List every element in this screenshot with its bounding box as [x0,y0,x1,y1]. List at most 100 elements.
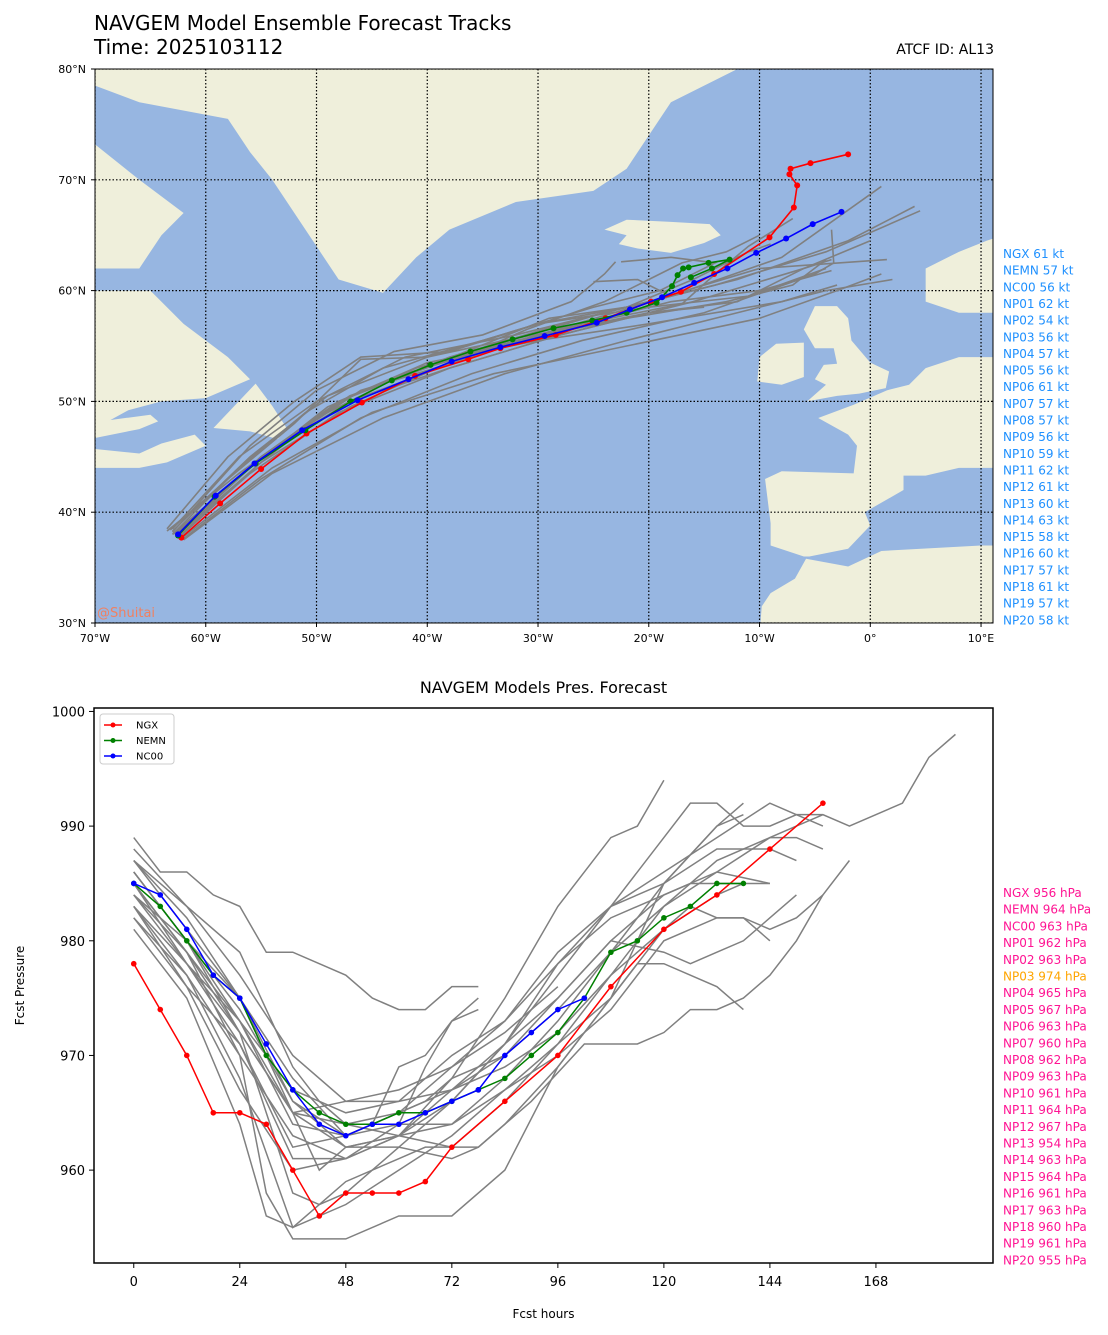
track-point-nc00 [497,344,504,351]
pressure-point-ngx [820,800,826,806]
max-wind-label: NP18 61 kt [1003,580,1069,594]
legend-marker [110,753,116,759]
watermark: @Shuitai [97,606,155,621]
lon-tick-label: 0° [864,632,877,645]
ensemble-pressure-np06 [133,860,851,1229]
pressure-line-ngx [133,802,824,1218]
pressure-point-nemn [316,1109,323,1116]
pressure-point-nc00 [130,880,137,887]
min-pressure-label: NP20 955 hPa [1003,1253,1087,1267]
track-point-nc00 [405,376,412,383]
pressure-point-nc00 [316,1121,323,1128]
x-tick-label: 96 [550,1275,567,1290]
min-pressure-label: NP14 963 hPa [1003,1153,1087,1167]
ensemble-pressure-np16 [133,871,744,1160]
land-ireland [757,342,804,385]
atcf-id: ATCF ID: AL13 [896,42,994,58]
lon-tick-label: 10°E [968,632,994,645]
pressure-point-nc00 [289,1087,296,1093]
lon-tick-label: 50°W [301,632,331,645]
track-point-nemn [550,325,557,332]
max-wind-label: NP08 57 kt [1003,414,1069,428]
min-pressure-label: NP16 961 hPa [1003,1187,1087,1201]
pressure-point-nc00 [396,1121,402,1128]
pressure-point-nemn [396,1109,402,1116]
lat-tick-label: 70°N [58,174,86,187]
land-gaspe [95,414,159,438]
track-point-nc00 [783,235,790,242]
track-point-nc00 [251,460,258,467]
land-novascotia [95,434,206,468]
max-wind-label: NP15 58 kt [1003,530,1069,544]
pressure-point-nemn [714,880,720,887]
land-africa [760,545,993,623]
max-wind-label: NP11 62 kt [1003,463,1069,477]
y-axis-label: Fcst Pressure [13,946,27,1026]
y-tick-label: 960 [60,1164,85,1179]
ensemble-pressure-np20 [133,813,824,1160]
min-pressure-label: NP09 963 hPa [1003,1070,1087,1084]
pressure-point-nemn [608,949,614,956]
land-newfoundland [213,383,287,440]
pressure-chart-title: NAVGEM Models Pres. Forecast [420,678,667,697]
max-wind-label: NP13 60 kt [1003,497,1069,511]
min-pressure-label: NP06 963 hPa [1003,1020,1087,1034]
track-point-nc00 [593,319,600,326]
pressure-point-ngx [767,846,773,852]
pressure-point-ngx [130,960,137,967]
lon-tick-label: 20°W [634,632,664,645]
ensemble-track-np10 [183,273,882,538]
y-tick-label: 1000 [52,705,85,720]
track-point-nc00 [299,427,306,434]
pressure-point-nemn [555,1029,561,1036]
ensemble-pressure-np09 [133,882,770,1114]
pressure-point-nc00 [157,892,164,898]
land-europe [765,357,993,557]
pressure-point-ngx [555,1052,561,1059]
lon-tick-label: 30°W [523,632,553,645]
pressure-point-nc00 [449,1098,455,1105]
pressure-point-nc00 [422,1109,429,1116]
track-point-nemn [589,317,596,324]
pressure-point-nemn [634,937,641,944]
pressure-point-ngx [343,1190,349,1196]
min-pressure-label: NP04 965 hPa [1003,986,1087,1000]
min-pressure-label: NP01 962 hPa [1003,936,1087,950]
pressure-point-nc00 [263,1041,270,1047]
pressure-point-ngx [661,926,667,933]
track-point-ngx [787,165,794,172]
track-point-ngx [766,234,773,241]
track-point-nc00 [175,531,182,538]
lon-tick-label: 70°W [80,632,110,645]
min-pressure-label: NP02 963 hPa [1003,953,1087,967]
lon-tick-label: 60°W [191,632,221,645]
x-tick-label: 0 [130,1275,138,1290]
max-wind-label: NP20 58 kt [1003,613,1069,627]
ensemble-pressure-np18 [133,905,559,1114]
min-pressure-label: NP12 967 hPa [1003,1120,1087,1134]
min-pressure-label: NC00 963 hPa [1003,919,1088,933]
max-wind-label: NP05 56 kt [1003,364,1069,378]
pressure-point-nc00 [502,1052,508,1059]
track-point-nemn [687,274,694,281]
max-wind-label: NEMN 57 kt [1003,264,1074,278]
track-point-nemn [388,377,395,384]
track-point-nemn [653,299,660,306]
max-wind-label: NP14 63 kt [1003,513,1069,527]
pressure-point-ngx [422,1178,429,1185]
pressure-point-nc00 [236,995,243,1001]
pressure-point-ngx [289,1167,296,1173]
ensemble-track-np15 [183,278,893,541]
max-wind-label: NP06 61 kt [1003,380,1069,394]
pressure-point-ngx [316,1213,323,1219]
pressure-point-nemn [740,880,747,887]
ensemble-track-np19 [169,306,705,531]
legend-marker [110,722,116,728]
pressure-point-ngx [714,892,720,898]
pressure-point-nc00 [210,972,217,978]
pressure-point-ngx [396,1190,402,1196]
ensemble-track-np05 [183,229,835,540]
max-wind-label: NP09 56 kt [1003,430,1069,444]
x-tick-label: 48 [338,1275,355,1290]
x-tick-label: 24 [232,1275,249,1290]
